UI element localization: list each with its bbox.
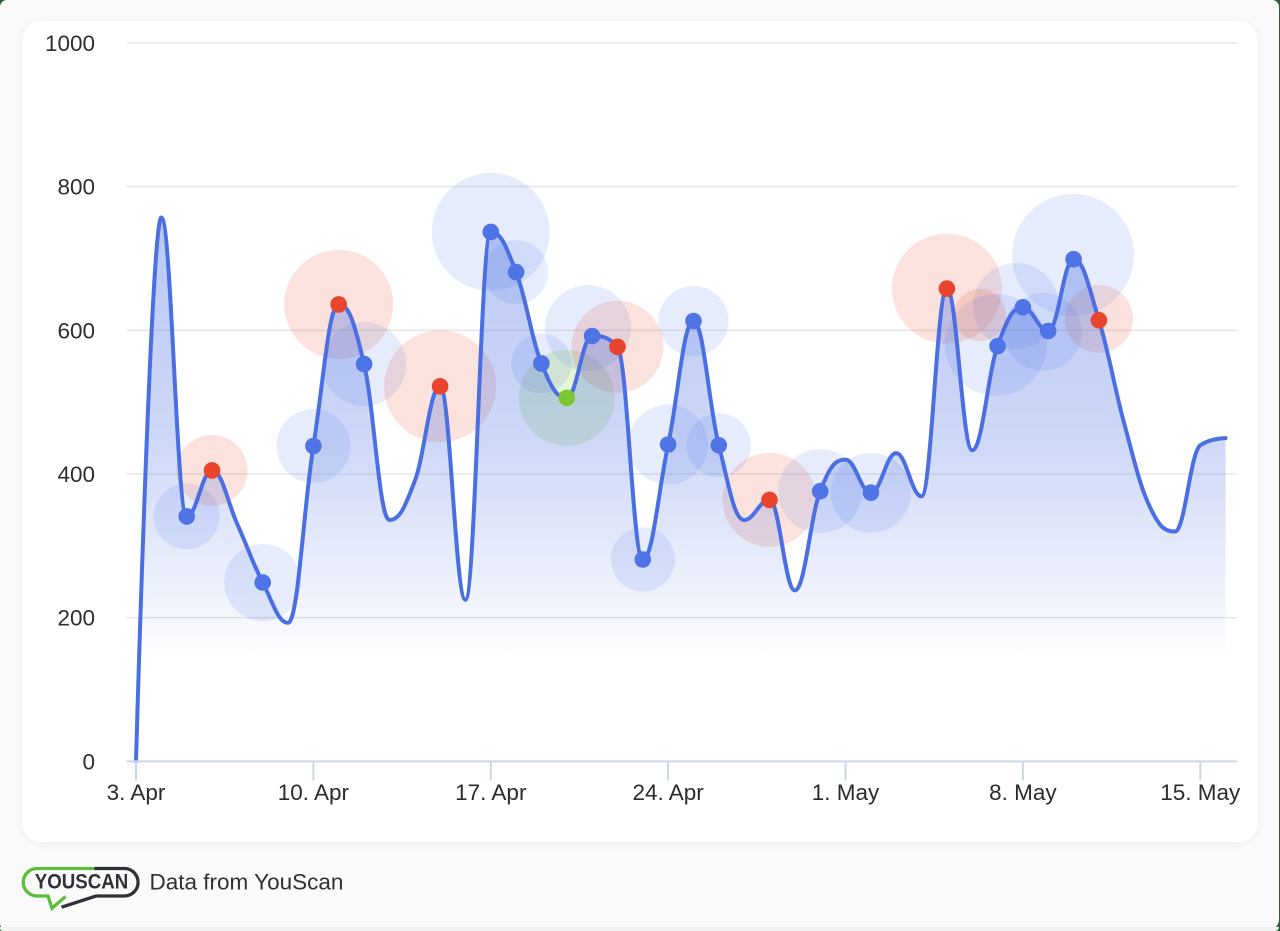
svg-text:10. Apr: 10. Apr [278,780,350,805]
svg-text:Data from YouScan: Data from YouScan [150,869,344,894]
svg-text:17. Apr: 17. Apr [455,780,527,805]
svg-text:200: 200 [57,606,95,631]
svg-text:1000: 1000 [45,31,95,56]
svg-text:0: 0 [82,749,95,774]
svg-text:YOUSCAN: YOUSCAN [35,870,128,893]
svg-text:8. May: 8. May [989,780,1057,805]
svg-text:400: 400 [57,462,95,487]
svg-text:3. Apr: 3. Apr [107,780,166,805]
svg-text:24. Apr: 24. Apr [632,780,704,805]
svg-text:600: 600 [57,318,95,343]
svg-text:15. May: 15. May [1160,780,1241,805]
svg-text:800: 800 [57,175,95,200]
svg-text:1. May: 1. May [812,780,880,805]
